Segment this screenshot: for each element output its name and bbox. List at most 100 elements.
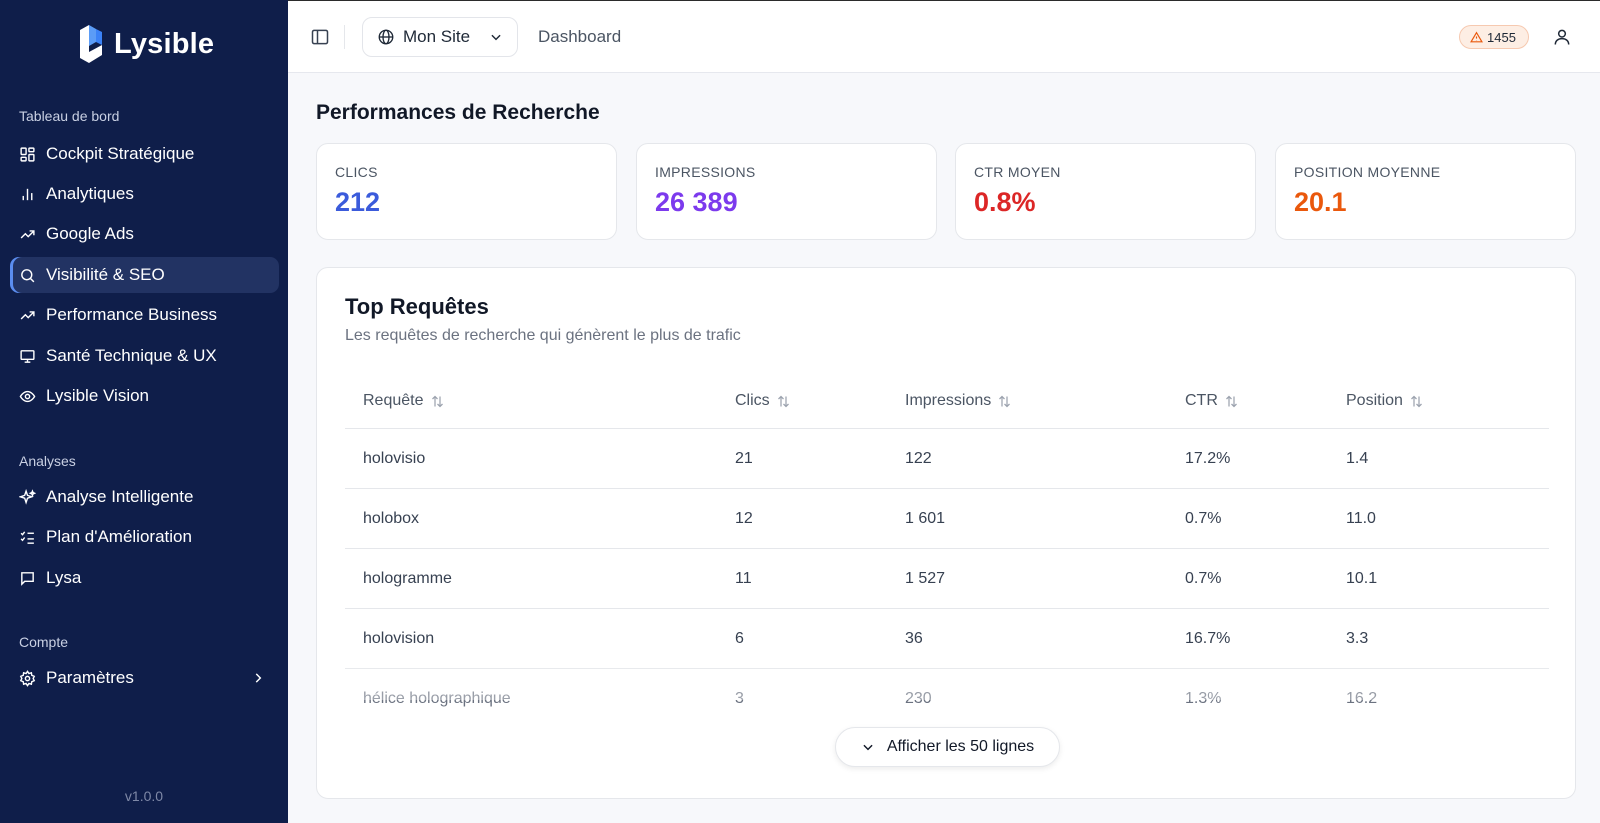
- section-title-dashboard: Tableau de bord: [19, 108, 120, 124]
- cell-position: 3.3: [1346, 630, 1369, 647]
- cell-impressions: 1 527: [905, 570, 946, 587]
- cell-position: 11.0: [1346, 510, 1376, 527]
- cell-impressions: 230: [905, 690, 932, 708]
- page-title: Performances de Recherche: [316, 101, 600, 124]
- kpi-card-position: POSITION MOYENNE 20.1: [1275, 143, 1576, 240]
- sort-icon: [999, 395, 1011, 407]
- trending-up-icon: [20, 229, 35, 239]
- breadcrumb[interactable]: Dashboard: [538, 27, 622, 46]
- brand-name: Lysible: [114, 27, 215, 60]
- table-fade-overlay: [345, 652, 1549, 700]
- column-label: CTR: [1185, 392, 1218, 409]
- cell-requete: holovisio: [363, 450, 426, 467]
- cell-position: 1.4: [1346, 450, 1369, 467]
- cell-position: 10.1: [1346, 570, 1378, 587]
- sidebar-item-google-ads[interactable]: Google Ads: [10, 216, 279, 252]
- column-header-requete[interactable]: Requête: [363, 392, 445, 410]
- sidebar-item-label: Performance Business: [46, 305, 218, 324]
- sidebar-item-cockpit[interactable]: Cockpit Stratégique: [10, 136, 279, 172]
- eye-icon: [19, 390, 36, 402]
- cell-clics: 21: [735, 450, 753, 467]
- sidebar-item-analyse-intelligente[interactable]: Analyse Intelligente: [10, 479, 279, 515]
- sidebar-item-label: Analyse Intelligente: [46, 487, 194, 506]
- search-icon: [21, 268, 35, 282]
- sort-icon: [1225, 395, 1237, 407]
- alert-badge[interactable]: 1455: [1459, 25, 1529, 49]
- column-label: Requête: [363, 392, 424, 409]
- kpi-label: POSITION MOYENNE: [1294, 164, 1441, 180]
- settings-icon: [19, 669, 36, 687]
- kpi-value: 0.8%: [974, 187, 1036, 217]
- sidebar-item-lysa[interactable]: Lysa: [10, 560, 279, 596]
- sidebar-item-performance-business[interactable]: Performance Business: [10, 297, 279, 333]
- sidebar-toggle-icon[interactable]: [310, 27, 330, 47]
- cell-impressions: 122: [905, 450, 932, 467]
- top-header: Mon Site Dashboard 1455: [288, 0, 1600, 73]
- column-label: Clics: [735, 392, 770, 409]
- sidebar-item-sante-technique[interactable]: Santé Technique & UX: [10, 338, 279, 374]
- sidebar-item-label: Lysa: [46, 568, 82, 587]
- sidebar-item-lysible-vision[interactable]: Lysible Vision: [10, 378, 279, 414]
- table-divider: [345, 548, 1549, 549]
- kpi-label: CLICS: [335, 164, 378, 180]
- site-selector[interactable]: Mon Site: [362, 17, 518, 57]
- kpi-card-clics: CLICS 212: [316, 143, 617, 240]
- section-title-compte: Compte: [19, 634, 69, 650]
- sidebar-item-label: Santé Technique & UX: [46, 346, 217, 365]
- cell-impressions: 36: [905, 630, 923, 647]
- app-version: v1.0.0: [124, 788, 164, 804]
- cell-requete: hologramme: [363, 570, 452, 587]
- cell-ctr: 0.7%: [1185, 570, 1222, 587]
- kpi-label: IMPRESSIONS: [655, 164, 756, 180]
- chevron-down-icon: [863, 744, 873, 751]
- sidebar-item-label: Plan d'Amélioration: [46, 527, 192, 546]
- section-title-analyses: Analyses: [19, 453, 76, 469]
- column-header-impressions[interactable]: Impressions: [905, 392, 1012, 410]
- cell-requete: holobox: [363, 510, 420, 527]
- kpi-value: 20.1: [1294, 187, 1347, 217]
- chevron-right-icon: [255, 673, 262, 683]
- column-header-clics[interactable]: Clics: [735, 392, 791, 410]
- sidebar-item-label: Paramètres: [46, 668, 134, 687]
- lysible-logo-icon: [80, 25, 102, 63]
- sparkles-icon: [19, 488, 36, 505]
- column-header-ctr[interactable]: CTR: [1185, 392, 1239, 410]
- bar-chart-icon: [22, 188, 33, 200]
- show-all-rows-label: Afficher les 50 lignes: [886, 738, 1035, 755]
- sidebar-item-visibilite-seo[interactable]: Visibilité & SEO: [10, 257, 279, 293]
- cell-ctr: 16.7%: [1185, 630, 1231, 647]
- show-all-rows-button[interactable]: Afficher les 50 lignes: [835, 727, 1060, 767]
- cell-ctr: 1.3%: [1185, 690, 1221, 708]
- sidebar-item-plan-amelioration[interactable]: Plan d'Amélioration: [10, 519, 279, 555]
- list-checks-icon: [20, 530, 34, 544]
- column-header-position[interactable]: Position: [1346, 392, 1424, 410]
- sidebar-item-label: Google Ads: [46, 224, 134, 243]
- user-icon[interactable]: [1552, 27, 1572, 47]
- cell-requete: holovision: [363, 630, 435, 647]
- sidebar-item-label: Lysible Vision: [46, 386, 150, 405]
- brand-logo[interactable]: Lysible: [74, 22, 214, 66]
- kpi-value: 26 389: [655, 187, 738, 217]
- cell-clics: 3: [735, 690, 744, 708]
- header-divider: [344, 25, 345, 49]
- cell-clics: 12: [735, 510, 753, 527]
- column-label: Position: [1346, 392, 1403, 409]
- kpi-card-impressions: IMPRESSIONS 26 389: [636, 143, 937, 240]
- top-queries-card: Top Requêtes Les requêtes de recherche q…: [316, 267, 1576, 799]
- table-divider: [345, 668, 1549, 669]
- site-selector-label: Mon Site: [403, 27, 471, 46]
- cell-clics: 11: [735, 570, 752, 587]
- layout-grid-icon: [20, 146, 35, 162]
- sidebar-item-label: Visibilité & SEO: [46, 265, 165, 284]
- table-divider: [345, 608, 1549, 609]
- cell-ctr: 0.7%: [1185, 510, 1222, 527]
- table-divider: [345, 428, 1549, 429]
- sidebar-item-analytiques[interactable]: Analytiques: [10, 176, 279, 212]
- card-title: Top Requêtes: [345, 294, 489, 319]
- sidebar-item-parametres[interactable]: Paramètres: [10, 660, 279, 696]
- column-label: Impressions: [905, 392, 992, 409]
- kpi-card-ctr: CTR MOYEN 0.8%: [955, 143, 1256, 240]
- alert-count: 1455: [1487, 29, 1516, 45]
- kpi-value: 212: [335, 187, 381, 217]
- chevron-down-icon: [491, 34, 501, 41]
